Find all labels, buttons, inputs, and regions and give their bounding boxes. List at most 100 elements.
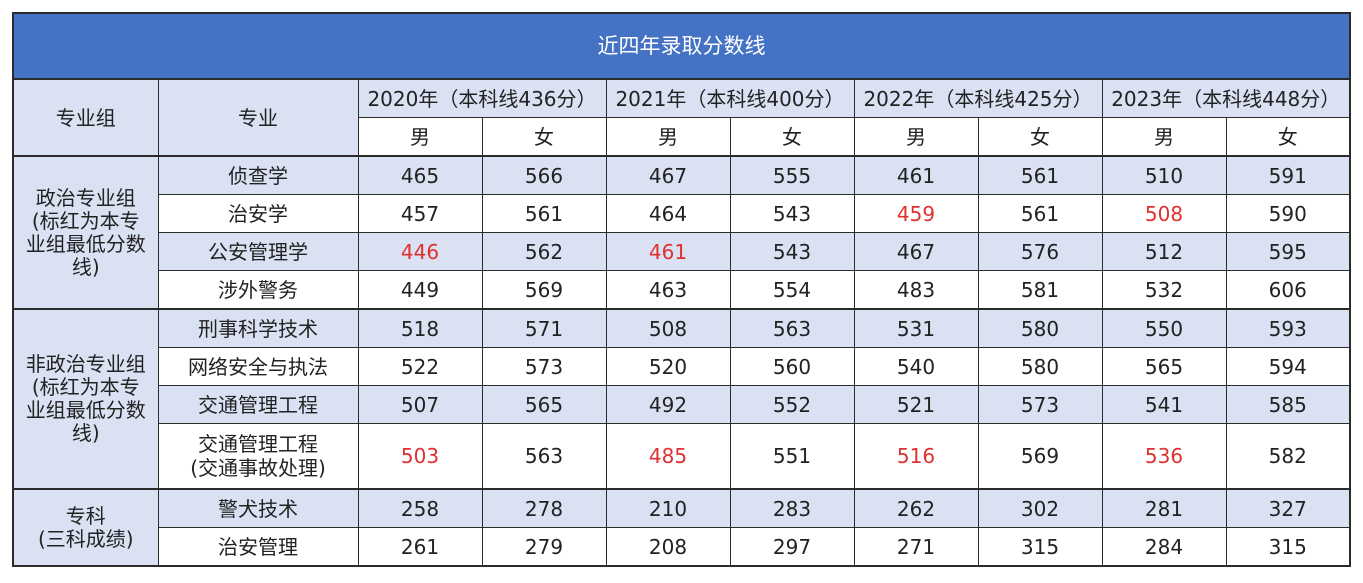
score-table-container: 近四年录取分数线 专业组 专业 2020年（本科线436分） 2021年（本科线400分… (12, 12, 1351, 567)
score-cell: 606 (1225, 270, 1351, 310)
major-name-cell: 交通管理工程 (157, 385, 359, 424)
score-cell: 561 (481, 194, 607, 233)
score-cell: 208 (605, 527, 731, 567)
score-cell: 327 (1225, 488, 1351, 528)
score-cell: 510 (1101, 155, 1227, 195)
header-male: 男 (357, 117, 483, 157)
score-cell: 581 (977, 270, 1103, 310)
header-male: 男 (853, 117, 979, 157)
score-cell: 271 (853, 527, 979, 567)
score-cell: 302 (977, 488, 1103, 528)
score-cell: 315 (977, 527, 1103, 567)
table-row: 非政治专业组 (标红为本专 业组最低分数 线) 刑事科学技术 518 571 508 563 53… (12, 308, 1351, 490)
major-name-cell: 治安学 (157, 194, 359, 233)
table-row: 专科 (三科成绩) 警犬技术 258 278 210 283 262 302 281 327 (12, 488, 1351, 567)
header-female: 女 (729, 117, 855, 157)
score-cell: 464 (605, 194, 731, 233)
major-name-cell: 警犬技术 (157, 488, 359, 528)
score-cell: 459 (853, 194, 979, 233)
score-cell: 582 (1225, 423, 1351, 490)
header-year: 2020年（本科线436分） (357, 78, 607, 118)
score-cell: 594 (1225, 347, 1351, 386)
score-cell: 532 (1101, 270, 1227, 310)
score-cell: 561 (977, 194, 1103, 233)
group-name-cell: 政治专业组 (标红为本专 业组最低分数 线) (12, 155, 159, 310)
title-row: 近四年录取分数线 (12, 12, 1351, 80)
score-cell: 461 (605, 232, 731, 271)
major-name-cell: 网络安全与执法 (157, 347, 359, 386)
header-row-years: 专业组 专业 2020年（本科线436分） 2021年（本科线400分） 2022年（本… (12, 78, 1351, 157)
major-name-cell: 侦查学 (157, 155, 359, 195)
score-cell: 573 (977, 385, 1103, 424)
score-cell: 565 (481, 385, 607, 424)
score-cell: 492 (605, 385, 731, 424)
table-row: 政治专业组 (标红为本专 业组最低分数 线) 侦查学 465 566 467 555 461 561… (12, 155, 1351, 310)
score-cell: 563 (729, 308, 855, 348)
major-name-cell: 刑事科学技术 (157, 308, 359, 348)
score-cell: 540 (853, 347, 979, 386)
score-cell: 580 (977, 347, 1103, 386)
score-cell: 281 (1101, 488, 1227, 528)
score-cell: 449 (357, 270, 483, 310)
score-cell: 591 (1225, 155, 1351, 195)
table-row: 治安管理 261 279 208 297 271 315 284 315 (13, 527, 1351, 567)
score-cell: 566 (481, 155, 607, 195)
score-cell: 483 (853, 270, 979, 310)
score-cell: 561 (977, 155, 1103, 195)
header-male: 男 (1101, 117, 1227, 157)
table-row: 网络安全与执法 522 573 520 560 540 580 565 594 (13, 347, 1351, 386)
score-cell: 516 (853, 423, 979, 490)
table-row: 公安管理学 446 562 461 543 467 576 512 595 (13, 232, 1351, 271)
score-cell: 563 (481, 423, 607, 490)
major-name-cell: 交通管理工程 (交通事故处理) (157, 423, 359, 490)
score-cell: 297 (729, 527, 855, 567)
score-cell: 562 (481, 232, 607, 271)
score-cell: 595 (1225, 232, 1351, 271)
group-name-cell: 非政治专业组 (标红为本专 业组最低分数 线) (12, 308, 159, 490)
header-female: 女 (977, 117, 1103, 157)
score-cell: 580 (977, 308, 1103, 348)
header-year: 2022年（本科线425分） (853, 78, 1103, 118)
score-cell: 508 (605, 308, 731, 348)
score-cell: 512 (1101, 232, 1227, 271)
score-cell: 446 (357, 232, 483, 271)
header-female: 女 (481, 117, 607, 157)
score-cell: 552 (729, 385, 855, 424)
major-name-cell: 涉外警务 (157, 270, 359, 310)
score-cell: 555 (729, 155, 855, 195)
score-cell: 585 (1225, 385, 1351, 424)
header-major: 专业 (157, 78, 359, 157)
header-group: 专业组 (12, 78, 159, 157)
score-cell: 520 (605, 347, 731, 386)
score-cell: 518 (357, 308, 483, 348)
table-row: 涉外警务 449 569 463 554 483 581 532 606 (13, 270, 1351, 310)
score-cell: 465 (357, 155, 483, 195)
score-cell: 457 (357, 194, 483, 233)
major-name-cell: 治安管理 (157, 527, 359, 567)
score-cell: 554 (729, 270, 855, 310)
score-cell: 569 (481, 270, 607, 310)
score-cell: 461 (853, 155, 979, 195)
score-cell: 521 (853, 385, 979, 424)
score-cell: 279 (481, 527, 607, 567)
admission-score-table: 近四年录取分数线 专业组 专业 2020年（本科线436分） 2021年（本科线400分… (12, 12, 1351, 567)
score-cell: 485 (605, 423, 731, 490)
score-cell: 531 (853, 308, 979, 348)
table-row: 交通管理工程 (交通事故处理) 503 563 485 551 516 569 536 582 (13, 423, 1351, 490)
score-cell: 210 (605, 488, 731, 528)
score-cell: 261 (357, 527, 483, 567)
score-cell: 467 (853, 232, 979, 271)
score-cell: 576 (977, 232, 1103, 271)
score-cell: 463 (605, 270, 731, 310)
score-cell: 536 (1101, 423, 1227, 490)
score-cell: 571 (481, 308, 607, 348)
major-name-cell: 公安管理学 (157, 232, 359, 271)
score-cell: 467 (605, 155, 731, 195)
table-row: 治安学 457 561 464 543 459 561 508 590 (13, 194, 1351, 233)
score-cell: 503 (357, 423, 483, 490)
score-cell: 551 (729, 423, 855, 490)
score-cell: 590 (1225, 194, 1351, 233)
score-cell: 262 (853, 488, 979, 528)
score-cell: 543 (729, 232, 855, 271)
score-cell: 278 (481, 488, 607, 528)
